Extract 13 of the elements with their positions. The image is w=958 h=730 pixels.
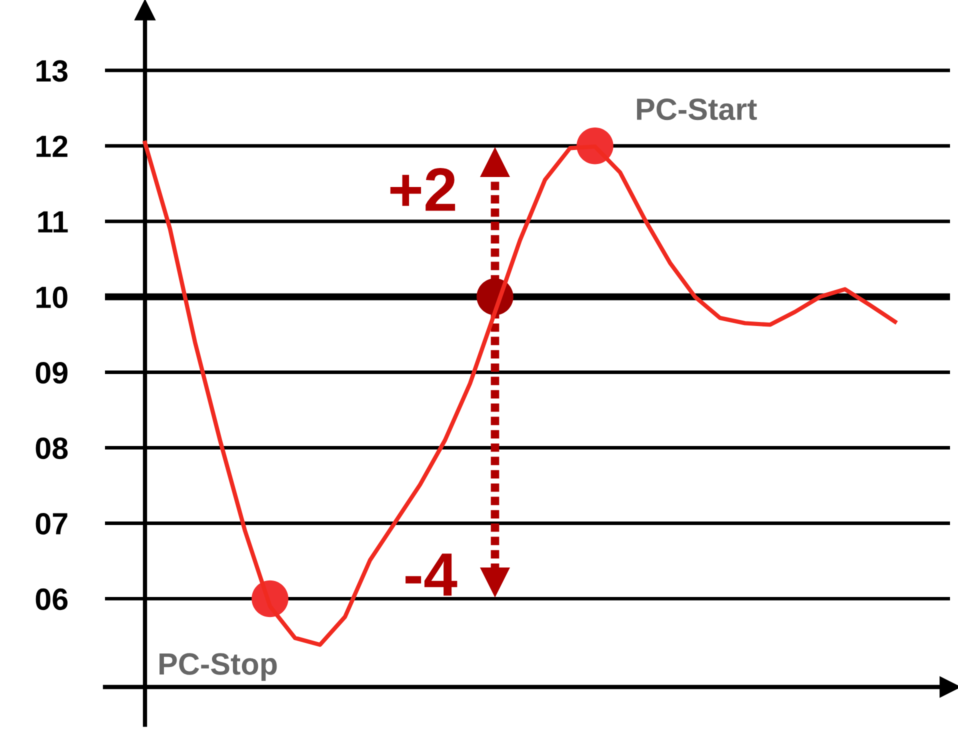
y-tick-label: 06 [36,588,68,610]
y-tick-label: 09 [36,362,68,384]
y-tick-label: 07 [36,512,68,535]
annotation: PC-Start [637,98,757,120]
y-tick-label: 10 [36,286,68,308]
y-tick-label: 11 [38,211,68,232]
annotation: -4 [406,554,458,596]
y-tick-label: 08 [36,437,68,460]
annotation: +2 [390,168,456,211]
y-tick-label: 13 [36,60,68,82]
annotation: PC-Stop [160,653,277,681]
y-tick-label: 12 [36,136,68,157]
line-series [142,140,898,647]
